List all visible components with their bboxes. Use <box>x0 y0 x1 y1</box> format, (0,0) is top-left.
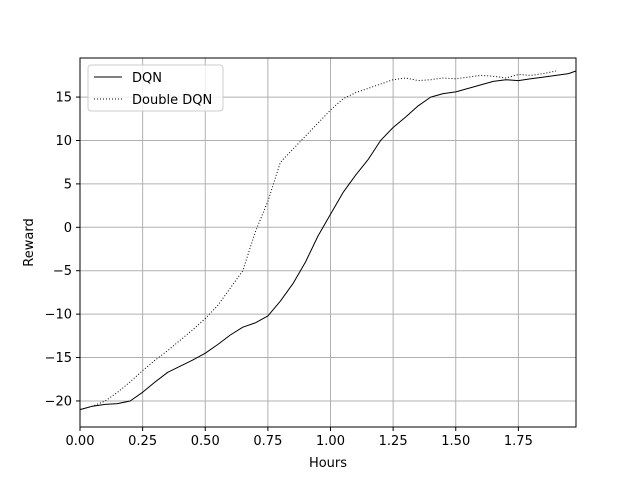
y-tick-label: 0 <box>64 221 72 236</box>
x-tick-label: 1.50 <box>441 434 470 449</box>
y-axis-label: Reward <box>22 218 37 266</box>
legend: DQN Double DQN <box>87 64 224 112</box>
grid <box>79 58 576 427</box>
y-tick-label: 15 <box>55 91 72 106</box>
x-tick-label: 1.75 <box>504 434 533 449</box>
series-line-double-dqn <box>79 70 557 411</box>
series-lines <box>79 70 577 411</box>
x-tick-label: 1.25 <box>379 434 408 449</box>
y-tick-label: −20 <box>45 394 72 409</box>
x-tick-label: 0.25 <box>128 434 157 449</box>
y-tick-label: 5 <box>64 177 72 192</box>
y-tick-label: −10 <box>45 308 72 323</box>
x-axis-label: Hours <box>309 456 347 471</box>
plot-frame <box>79 57 577 428</box>
x-tick-label: 0.75 <box>253 434 282 449</box>
legend-label-double-dqn: Double DQN <box>132 93 212 108</box>
axis-ticks: 0.00 0.25 0.50 0.75 1.00 1.25 1.50 1.75 −20 −15 −1… <box>45 91 533 449</box>
x-tick-label: 0.00 <box>66 434 95 449</box>
x-tick-label: 1.00 <box>316 434 345 449</box>
y-tick-label: 10 <box>55 134 72 149</box>
y-tick-label: −15 <box>45 351 72 366</box>
y-tick-label: −5 <box>53 264 72 279</box>
x-tick-label: 0.50 <box>191 434 220 449</box>
series-line-dqn <box>79 70 577 411</box>
legend-label-dqn: DQN <box>132 71 162 86</box>
